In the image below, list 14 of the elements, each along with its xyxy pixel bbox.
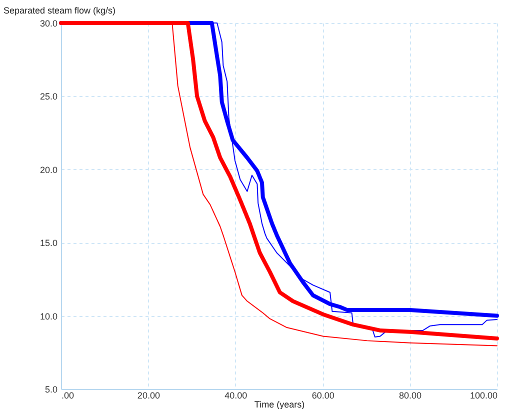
x-tick-label: 100.00 [470,390,498,400]
y-tick-label: 10.0 [40,311,58,322]
y-tick-label: 15.0 [40,238,58,248]
x-axis-title: Time (years) [254,400,305,410]
x-tick-label: .00 [62,390,74,400]
x-tick-label: 20.00 [137,390,160,400]
x-tick-label: 40.00 [224,390,248,400]
y-tick-label: 5.0 [44,384,58,394]
x-tick-label: 80.00 [399,390,422,400]
x-tick-label: 60.00 [312,390,334,400]
y-tick-label: 20.0 [40,164,58,175]
y-axis-title: Separated steam flow (kg/s) [4,6,116,16]
y-tick-label: 25.0 [40,92,58,102]
y-tick-label: 30.0 [40,18,58,28]
